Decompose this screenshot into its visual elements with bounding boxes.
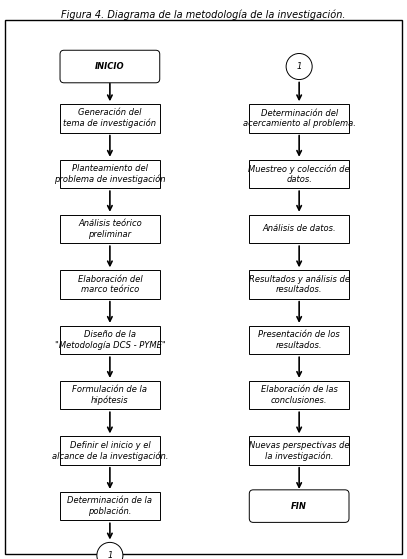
Circle shape [97, 542, 123, 559]
Text: Determinación del
acercamiento al problema.: Determinación del acercamiento al proble… [243, 108, 356, 128]
Text: 1: 1 [296, 62, 302, 71]
Text: Diseño de la
"Metodología DCS - PYME": Diseño de la "Metodología DCS - PYME" [55, 330, 165, 350]
FancyBboxPatch shape [5, 20, 402, 554]
FancyBboxPatch shape [249, 326, 349, 354]
FancyBboxPatch shape [60, 437, 160, 465]
Text: FIN: FIN [291, 501, 307, 510]
FancyBboxPatch shape [60, 326, 160, 354]
FancyBboxPatch shape [249, 160, 349, 188]
FancyBboxPatch shape [249, 104, 349, 132]
Text: Nuevas perspectivas de
la investigación.: Nuevas perspectivas de la investigación. [249, 440, 349, 461]
FancyBboxPatch shape [249, 215, 349, 243]
FancyBboxPatch shape [249, 490, 349, 522]
Text: Generación del
tema de investigación: Generación del tema de investigación [63, 108, 156, 129]
Text: Análisis teórico
preliminar: Análisis teórico preliminar [78, 219, 142, 239]
Text: Análisis de datos.: Análisis de datos. [263, 225, 336, 234]
Text: Elaboración del
marco teórico: Elaboración del marco teórico [77, 275, 142, 294]
FancyBboxPatch shape [60, 215, 160, 243]
FancyBboxPatch shape [249, 270, 349, 299]
Text: Resultados y análisis de
resultados.: Resultados y análisis de resultados. [249, 275, 350, 294]
Text: 1: 1 [107, 551, 113, 559]
Text: Presentación de los
resultados.: Presentación de los resultados. [258, 330, 340, 350]
FancyBboxPatch shape [60, 50, 160, 83]
Circle shape [286, 54, 312, 79]
FancyBboxPatch shape [60, 160, 160, 188]
Text: Muestreo y colección de
datos.: Muestreo y colección de datos. [248, 164, 350, 184]
Text: Definir el inicio y el
alcance de la investigación.: Definir el inicio y el alcance de la inv… [52, 440, 168, 461]
Text: Formulación de la
hipótesis: Formulación de la hipótesis [72, 385, 147, 405]
FancyBboxPatch shape [249, 437, 349, 465]
FancyBboxPatch shape [60, 104, 160, 132]
FancyBboxPatch shape [60, 270, 160, 299]
Text: Planteamiento del
problema de investigación: Planteamiento del problema de investigac… [54, 164, 166, 184]
Text: Determinación de la
población.: Determinación de la población. [68, 496, 152, 516]
Text: Figura 4. Diagrama de la metodología de la investigación.: Figura 4. Diagrama de la metodología de … [61, 10, 346, 21]
Text: INICIO: INICIO [95, 62, 125, 71]
FancyBboxPatch shape [249, 381, 349, 409]
FancyBboxPatch shape [60, 492, 160, 520]
FancyBboxPatch shape [60, 381, 160, 409]
Text: Elaboración de las
conclusiones.: Elaboración de las conclusiones. [261, 385, 337, 405]
